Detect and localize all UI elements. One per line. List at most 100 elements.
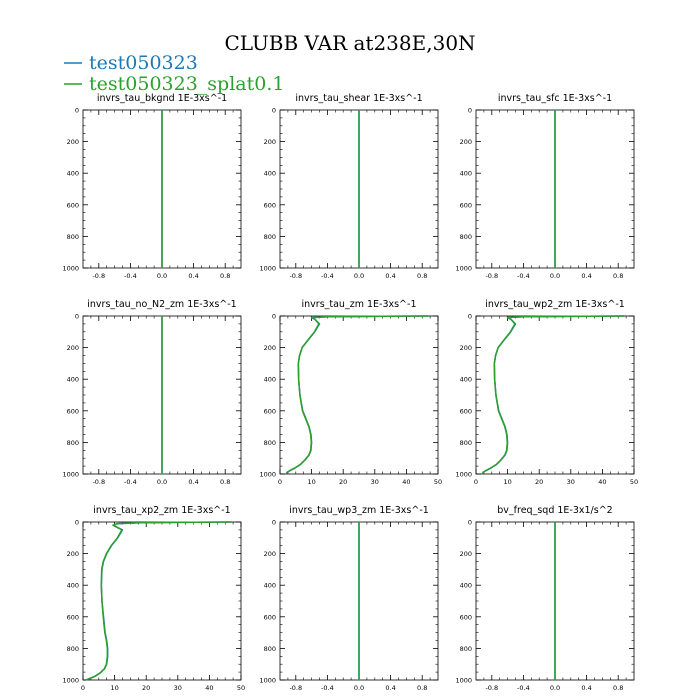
y-tick-label: 0 [75,519,79,527]
x-tick-label: 0.0 [354,272,364,280]
panel-title: invrs_tau_bkgnd 1E-3xs^-1 [97,93,227,104]
x-tick-label: 0.4 [581,272,591,280]
x-tick-label: 0 [278,478,282,486]
y-tick-label: 0 [75,107,79,115]
x-tick-label: 0.8 [417,684,427,692]
y-tick-label: 1000 [455,677,472,685]
y-tick-label: 400 [264,376,276,384]
panel-invrs-tau-sfc: invrs_tau_sfc 1E-3xs^-1 0 200 400 600 800 1000… [455,93,635,280]
y-tick-label: 1000 [259,471,276,479]
plot-frame [279,315,439,475]
y-tick-label: 1000 [62,471,79,479]
series-line-test050323-splat0-1 [285,315,429,475]
x-tick-label: -0.8 [485,684,498,692]
panel-invrs-tau-xp2-zm: invrs_tau_xp2_zm 1E-3xs^-102004006008001… [62,505,245,692]
panel-invrs-tau-wp2-zm: invrs_tau_wp2_zm 1E-3xs^-102004006008001… [455,299,638,486]
x-tick-label: 0.4 [385,684,395,692]
x-tick-label: -0.4 [124,478,137,486]
y-tick-label: 0 [468,313,472,321]
x-tick-label: 20 [339,478,347,486]
plot-frame [475,315,635,475]
panel-title: bv_freq_sqd 1E-3x1/s^2 [497,505,612,516]
x-tick-label: -0.8 [289,684,302,692]
y-tick-label: 800 [264,233,276,241]
x-tick-label: -0.4 [321,684,334,692]
y-tick-label: 1000 [455,265,472,273]
y-tick-label: 800 [264,439,276,447]
panel-title: invrs_tau_no_N2_zm 1E-3xs^-1 [87,299,236,310]
y-tick-label: 600 [67,613,79,621]
y-tick-label: 600 [67,201,79,209]
series-line-test050323-splat0-1 [481,315,625,475]
x-tick-label: 30 [567,478,575,486]
legend: test050323 test050323_splat0.1 [64,52,284,95]
y-tick-label: 800 [67,233,79,241]
panel-title: invrs_tau_wp2_zm 1E-3xs^-1 [485,299,625,310]
y-tick-label: 1000 [259,677,276,685]
panel-invrs-tau-shear: invrs_tau_shear 1E-3xs^-1 0 200 400 600 800 10… [259,93,439,280]
y-tick-label: 200 [264,138,276,146]
y-tick-label: 400 [67,376,79,384]
legend-label-test050323-splat: test050323_splat0.1 [89,73,284,95]
x-tick-label: 0 [474,478,478,486]
x-tick-label: -0.8 [92,478,105,486]
y-tick-label: 200 [67,138,79,146]
y-tick-label: 200 [67,550,79,558]
x-tick-label: -0.8 [92,272,105,280]
x-tick-label: 40 [598,478,606,486]
panel-title: invrs_tau_zm 1E-3xs^-1 [302,299,417,310]
x-tick-label: 0.8 [220,478,230,486]
y-tick-label: 400 [264,170,276,178]
y-tick-label: 200 [67,344,79,352]
y-tick-label: 200 [460,550,472,558]
x-tick-label: 0.8 [613,684,623,692]
y-tick-label: 600 [264,201,276,209]
y-tick-label: 200 [264,344,276,352]
y-tick-label: 1000 [259,265,276,273]
y-tick-label: 200 [264,550,276,558]
y-tick-label: 400 [460,582,472,590]
x-tick-label: 10 [503,478,511,486]
x-tick-label: 0.0 [550,684,560,692]
x-tick-label: 40 [205,684,213,692]
x-tick-label: 30 [371,478,379,486]
x-tick-label: 10 [307,478,315,486]
x-tick-label: 0 [81,684,85,692]
y-tick-label: 200 [460,344,472,352]
y-tick-label: 400 [67,582,79,590]
y-tick-label: 800 [67,645,79,653]
series-line-test050323-splat0-1 [86,521,232,681]
x-tick-label: 0.4 [188,478,198,486]
y-tick-label: 1000 [62,677,79,685]
x-tick-label: 10 [110,684,118,692]
y-tick-label: 600 [264,407,276,415]
y-tick-label: 1000 [455,471,472,479]
y-tick-label: 600 [460,407,472,415]
panel-invrs-tau-bkgnd: invrs_tau_bkgnd 1E-3xs^-1 0 200 400 600 800 10… [62,93,242,280]
y-tick-label: 800 [67,439,79,447]
x-tick-label: 40 [402,478,410,486]
y-tick-label: 0 [272,313,276,321]
x-tick-label: -0.4 [321,272,334,280]
y-tick-label: 600 [67,407,79,415]
y-tick-label: 600 [460,613,472,621]
x-tick-label: -0.8 [289,272,302,280]
y-tick-label: 200 [460,138,472,146]
panel-invrs-tau-zm: invrs_tau_zm 1E-3xs^-1020040060080010000… [259,299,442,486]
x-tick-label: 0.0 [157,478,167,486]
x-tick-label: 50 [630,478,638,486]
y-tick-label: 400 [67,170,79,178]
y-tick-label: 400 [460,170,472,178]
legend-label-test050323: test050323 [89,52,198,74]
y-tick-label: 1000 [62,265,79,273]
x-tick-label: 0.8 [417,272,427,280]
x-tick-label: 20 [142,684,150,692]
panel-title: invrs_tau_shear 1E-3xs^-1 [295,93,422,104]
x-tick-label: 0.0 [550,272,560,280]
y-tick-label: 0 [272,107,276,115]
x-tick-label: 20 [535,478,543,486]
panel-title: invrs_tau_wp3_zm 1E-3xs^-1 [289,505,429,516]
x-tick-label: 50 [237,684,245,692]
x-tick-label: 0.4 [188,272,198,280]
